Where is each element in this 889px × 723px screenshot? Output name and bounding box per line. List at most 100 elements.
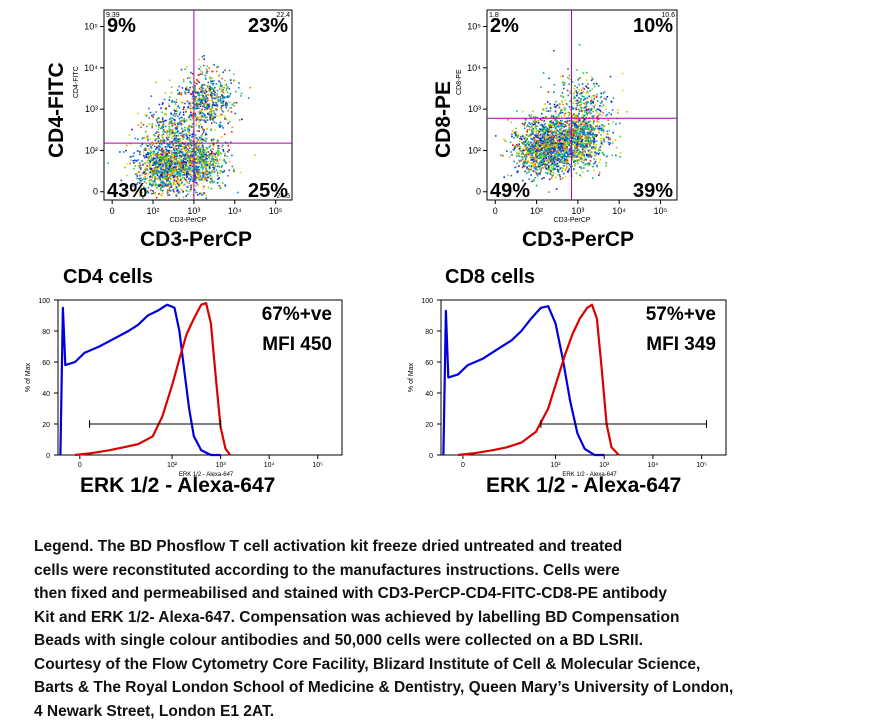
event-dot	[568, 142, 570, 144]
event-dot	[190, 140, 192, 142]
event-dot	[201, 109, 203, 111]
event-dot	[510, 141, 512, 143]
event-dot	[213, 64, 215, 66]
event-dot	[171, 146, 173, 148]
event-dot	[554, 141, 556, 143]
event-dot	[158, 148, 160, 150]
event-dot	[605, 165, 607, 167]
event-dot	[189, 181, 191, 183]
event-dot	[211, 181, 213, 183]
event-dot	[590, 154, 592, 156]
event-dot	[173, 173, 175, 175]
event-dot	[198, 139, 200, 141]
event-dot	[225, 96, 227, 98]
event-dot	[125, 150, 127, 152]
event-dot	[588, 150, 590, 152]
event-dot	[582, 148, 584, 150]
event-dot	[174, 169, 176, 171]
event-dot	[175, 152, 177, 154]
event-dot	[178, 168, 180, 170]
event-dot	[191, 98, 193, 100]
event-dot	[535, 125, 537, 127]
event-dot	[176, 145, 178, 147]
event-dot	[179, 107, 181, 109]
event-dot	[171, 186, 173, 188]
event-dot	[583, 148, 585, 150]
event-dot	[580, 167, 582, 169]
event-dot	[216, 67, 218, 69]
event-dot	[205, 168, 207, 170]
event-dot	[554, 84, 556, 86]
event-dot	[143, 177, 145, 179]
event-dot	[579, 124, 581, 126]
event-dot	[176, 135, 178, 137]
event-dot	[218, 177, 220, 179]
event-dot	[561, 167, 563, 169]
event-dot	[588, 152, 590, 154]
event-dot	[563, 165, 565, 167]
event-dot	[133, 168, 135, 170]
event-dot	[219, 87, 221, 89]
event-dot	[177, 135, 179, 137]
event-dot	[151, 170, 153, 172]
event-dot	[155, 111, 157, 113]
event-dot	[224, 118, 226, 120]
x-tick-label: 10⁵	[269, 206, 283, 216]
event-dot	[567, 131, 569, 133]
event-dot	[166, 157, 168, 159]
event-dot	[524, 122, 526, 124]
event-dot	[549, 137, 551, 139]
event-dot	[534, 148, 536, 150]
event-dot	[204, 159, 206, 161]
event-dot	[537, 137, 539, 139]
event-dot	[187, 137, 189, 139]
event-dot	[619, 123, 621, 125]
event-dot	[612, 155, 614, 157]
event-dot	[183, 112, 185, 114]
event-dot	[539, 166, 541, 168]
event-dot	[156, 168, 158, 170]
event-dot	[173, 182, 175, 184]
event-dot	[203, 65, 205, 67]
event-dot	[543, 144, 545, 146]
event-dot	[154, 146, 156, 148]
event-dot	[159, 121, 161, 123]
event-dot	[535, 151, 537, 153]
event-dot	[203, 55, 205, 57]
event-dot	[179, 93, 181, 95]
event-dot	[164, 151, 166, 153]
event-dot	[588, 146, 590, 148]
event-dot	[185, 133, 187, 135]
event-dot	[536, 156, 538, 158]
event-dot	[550, 159, 552, 161]
event-dot	[140, 145, 142, 147]
event-dot	[608, 137, 610, 139]
event-dot	[543, 142, 545, 144]
event-dot	[595, 154, 597, 156]
event-dot	[562, 112, 564, 114]
event-dot	[168, 168, 170, 170]
event-dot	[563, 126, 565, 128]
event-dot	[598, 149, 600, 151]
event-dot	[153, 169, 155, 171]
event-dot	[199, 97, 201, 99]
event-dot	[553, 156, 555, 158]
event-dot	[179, 162, 181, 164]
event-dot	[540, 119, 542, 121]
event-dot	[522, 163, 524, 165]
event-dot	[155, 148, 157, 150]
event-dot	[173, 160, 175, 162]
event-dot	[566, 148, 568, 150]
event-dot	[159, 146, 161, 148]
event-dot	[604, 98, 606, 100]
event-dot	[540, 129, 542, 131]
event-dot	[210, 181, 212, 183]
event-dot	[189, 151, 191, 153]
event-dot	[562, 123, 564, 125]
event-dot	[180, 180, 182, 182]
event-dot	[147, 152, 149, 154]
event-dot	[188, 178, 190, 180]
event-dot	[200, 157, 202, 159]
event-dot	[616, 147, 618, 149]
event-dot	[602, 125, 604, 127]
